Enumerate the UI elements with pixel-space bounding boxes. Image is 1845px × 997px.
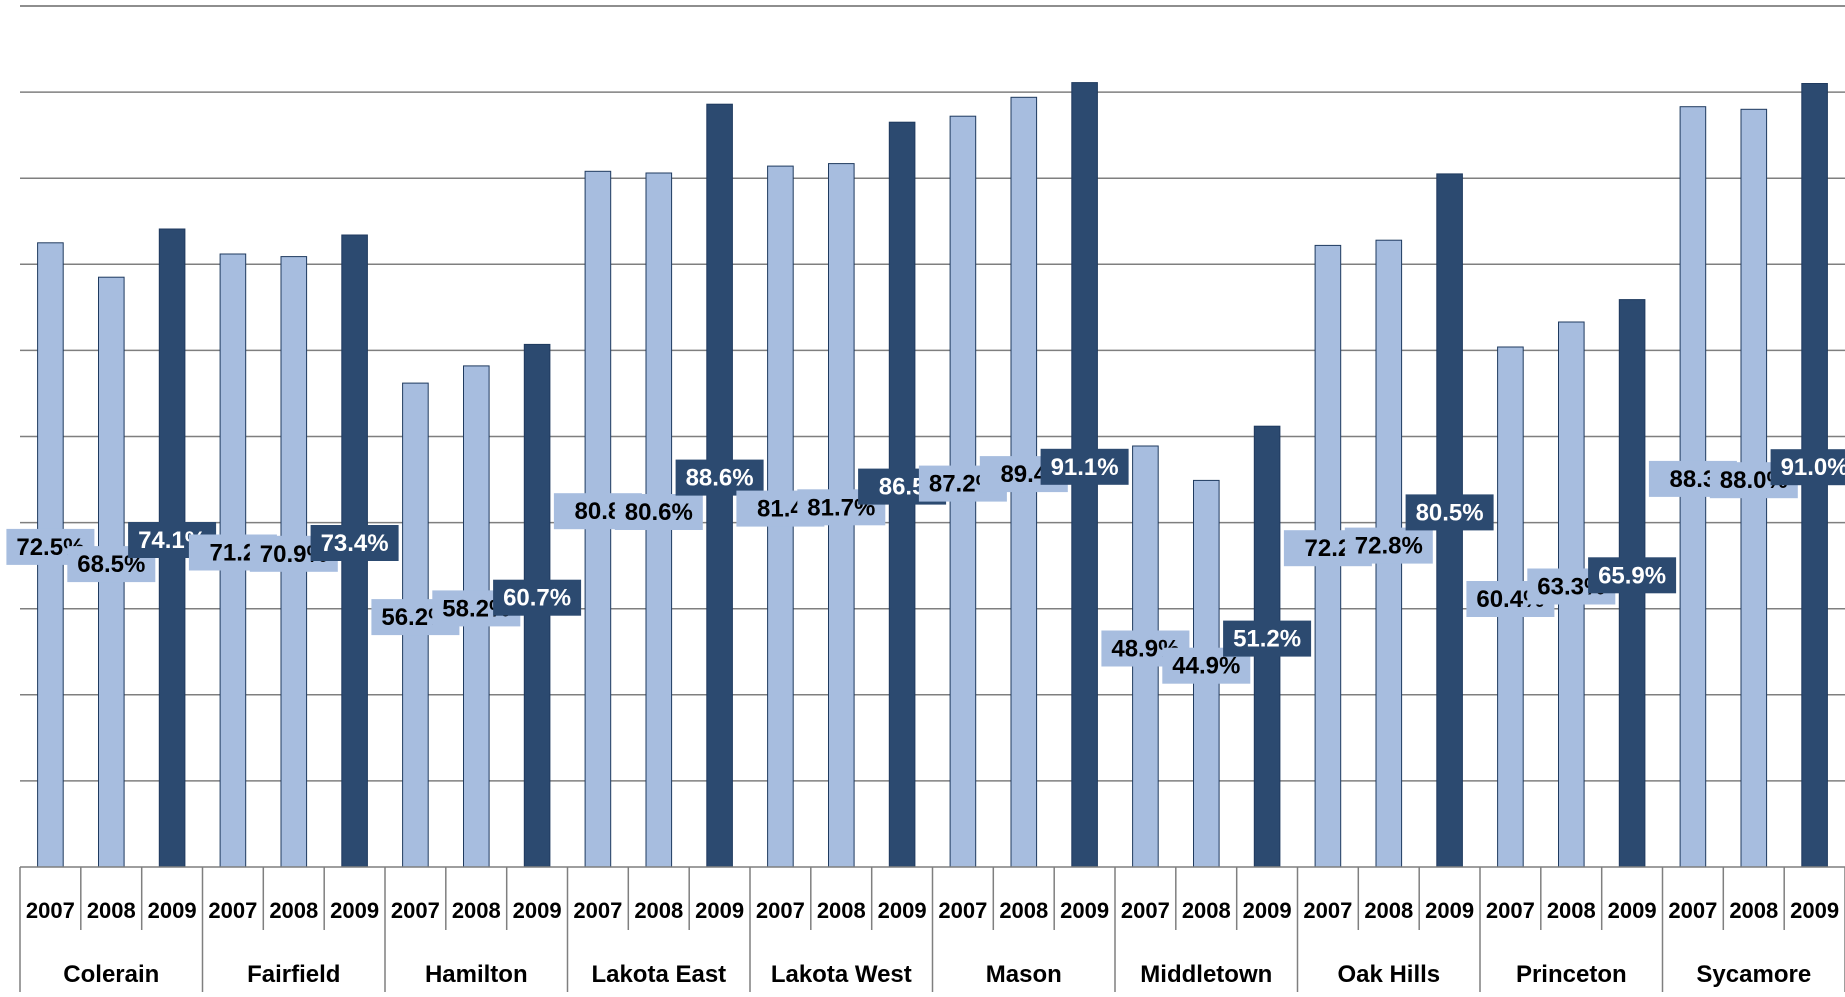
- data-label: 71.2: [210, 540, 257, 567]
- group-tick-label: Oak Hills: [1337, 961, 1440, 988]
- year-tick-label: 2008: [1729, 898, 1778, 923]
- data-label: 80.6%: [625, 499, 693, 526]
- data-label-background: [1770, 449, 1845, 486]
- year-tick-label: 2009: [513, 898, 562, 923]
- data-label-background: [1588, 557, 1677, 594]
- data-label: 72.8%: [1355, 533, 1423, 560]
- data-label-background: [675, 459, 764, 496]
- data-label: 91.0%: [1781, 454, 1845, 481]
- year-tick-label: 2008: [1547, 898, 1596, 923]
- year-tick-label: 2009: [1608, 898, 1657, 923]
- year-tick-label: 2008: [817, 898, 866, 923]
- data-label-background: [1344, 527, 1433, 564]
- group-tick-label: Princeton: [1516, 961, 1627, 988]
- category-axis: 2007 2008 2009 Colerain 2007 2008 2009 Fairfiel…: [19, 866, 1845, 992]
- data-label: 80.8: [575, 498, 622, 525]
- data-label: 81.4: [757, 496, 804, 523]
- year-tick-label: 2007: [391, 898, 440, 923]
- group-tick-label: Sycamore: [1696, 961, 1811, 988]
- data-label-background: [493, 579, 582, 616]
- data-label: 51.2%: [1233, 626, 1301, 653]
- group-tick-label: Hamilton: [425, 961, 528, 988]
- data-label: 60.7%: [503, 585, 571, 612]
- data-label: 72.2: [1305, 535, 1352, 562]
- data-label-background: [1223, 620, 1312, 657]
- year-tick-label: 2007: [208, 898, 257, 923]
- year-tick-label: 2007: [1668, 898, 1717, 923]
- year-tick-label: 2008: [452, 898, 501, 923]
- year-tick-label: 2007: [1486, 898, 1535, 923]
- year-tick-label: 2007: [938, 898, 987, 923]
- year-tick-label: 2009: [1243, 898, 1292, 923]
- data-label: 80.5%: [1416, 499, 1484, 526]
- year-tick-label: 2008: [999, 898, 1048, 923]
- data-label: 73.4%: [321, 530, 389, 557]
- data-label: 86.5: [879, 474, 926, 501]
- year-tick-label: 2009: [1060, 898, 1109, 923]
- year-tick-label: 2008: [1182, 898, 1231, 923]
- year-tick-label: 2008: [634, 898, 683, 923]
- year-tick-label: 2008: [87, 898, 136, 923]
- year-tick-label: 2007: [26, 898, 75, 923]
- year-tick-label: 2007: [756, 898, 805, 923]
- data-label: 65.9%: [1598, 562, 1666, 589]
- data-label: 44.9%: [1172, 653, 1240, 680]
- gridlines: [20, 5, 1845, 782]
- year-tick-label: 2009: [878, 898, 927, 923]
- year-tick-label: 2008: [1364, 898, 1413, 923]
- data-label-background: [1405, 494, 1494, 531]
- group-tick-label: Middletown: [1140, 961, 1272, 988]
- data-label: 88.6%: [686, 465, 754, 492]
- group-tick-label: Lakota West: [771, 961, 912, 988]
- data-label-background: [310, 525, 399, 561]
- data-label-background: [614, 494, 703, 530]
- year-tick-label: 2007: [1121, 898, 1170, 923]
- data-label: 89.4: [1000, 461, 1047, 488]
- data-label: 91.1%: [1051, 454, 1119, 481]
- year-tick-label: 2007: [1303, 898, 1352, 923]
- year-tick-label: 2009: [695, 898, 744, 923]
- year-tick-label: 2009: [330, 898, 379, 923]
- data-label: 88.3: [1670, 466, 1717, 493]
- year-tick-label: 2009: [1790, 898, 1839, 923]
- year-tick-label: 2009: [1425, 898, 1474, 923]
- year-tick-label: 2009: [148, 898, 197, 923]
- data-labels: 72.5%68.5%74.1% 71.2 70.9%73.4%56.2%58.2%6…: [6, 448, 1845, 684]
- year-tick-label: 2007: [573, 898, 622, 923]
- group-tick-label: Lakota East: [591, 961, 726, 988]
- year-tick-label: 2008: [269, 898, 318, 923]
- group-tick-label: Fairfield: [247, 961, 340, 988]
- group-tick-label: Colerain: [63, 961, 159, 988]
- data-label-background: [1040, 448, 1129, 485]
- group-tick-label: Mason: [986, 961, 1062, 988]
